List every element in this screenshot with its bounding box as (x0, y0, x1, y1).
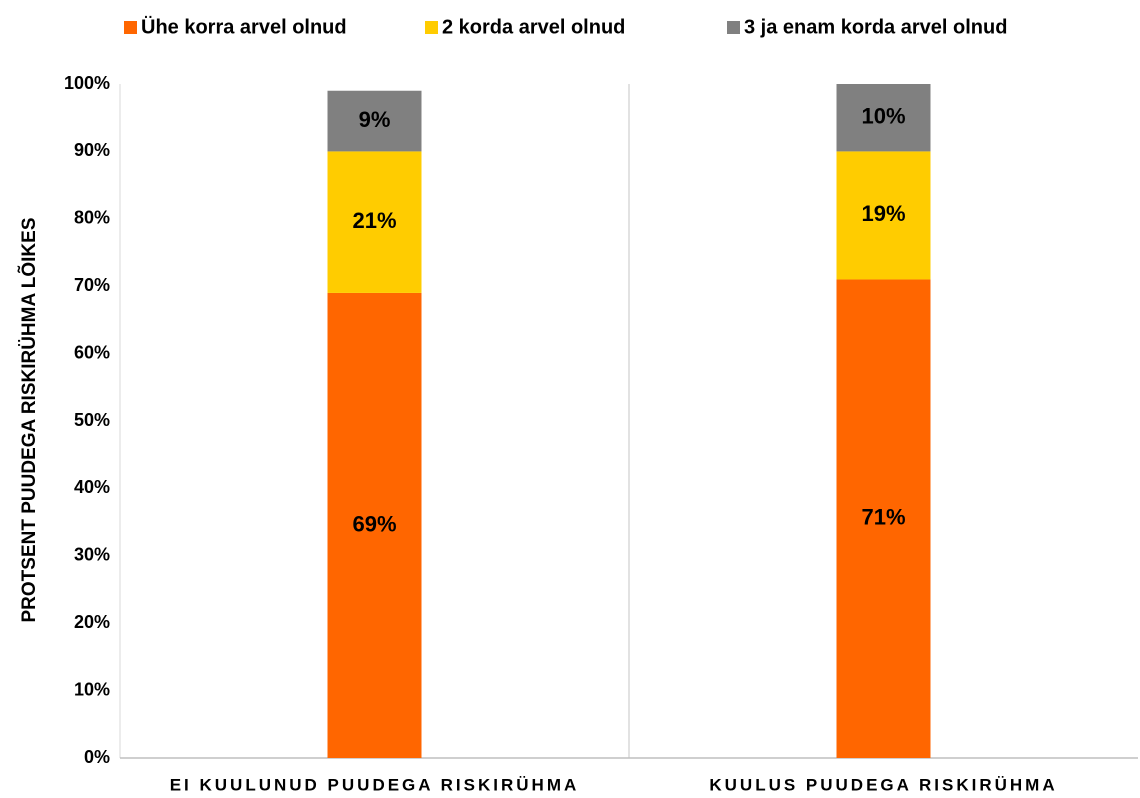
legend-swatch (727, 21, 740, 34)
legend-label: 2 korda arvel olnud (442, 16, 625, 38)
y-tick-label: 60% (74, 342, 110, 362)
y-tick-label: 20% (74, 612, 110, 632)
y-axis-label: PROTSENT PUUDEGA RISKIRÜHMA LÕIKES (18, 217, 40, 622)
y-tick-label: 0% (84, 747, 110, 767)
legend-label: Ühe korra arvel olnud (141, 15, 347, 38)
data-label: 71% (861, 505, 905, 530)
legend-swatch (124, 21, 137, 34)
bar-segment (836, 279, 931, 758)
y-tick-label: 30% (74, 545, 110, 565)
legend-label: 3 ja enam korda arvel olnud (744, 16, 1007, 38)
data-label: 10% (861, 104, 905, 129)
bar-segment (836, 151, 931, 280)
x-tick-label: EI KUULUNUD PUUDEGA RISKIRÜHMA (170, 775, 580, 794)
data-label: 69% (352, 511, 396, 536)
y-tick-label: 80% (74, 208, 110, 228)
data-label: 21% (352, 208, 396, 233)
bar-segment (327, 90, 422, 152)
bar-segment (836, 84, 931, 152)
data-label: 9% (359, 107, 391, 132)
y-tick-label: 40% (74, 477, 110, 497)
y-tick-label: 100% (64, 73, 110, 93)
y-tick-label: 90% (74, 140, 110, 160)
bar-segment (327, 292, 422, 758)
y-tick-label: 50% (74, 410, 110, 430)
y-tick-label: 10% (74, 679, 110, 699)
x-tick-label: KUULUS PUUDEGA RISKIRÜHMA (709, 775, 1057, 794)
data-label: 19% (861, 201, 905, 226)
legend-swatch (425, 21, 438, 34)
y-tick-label: 70% (74, 275, 110, 295)
bar-segment (327, 151, 422, 293)
